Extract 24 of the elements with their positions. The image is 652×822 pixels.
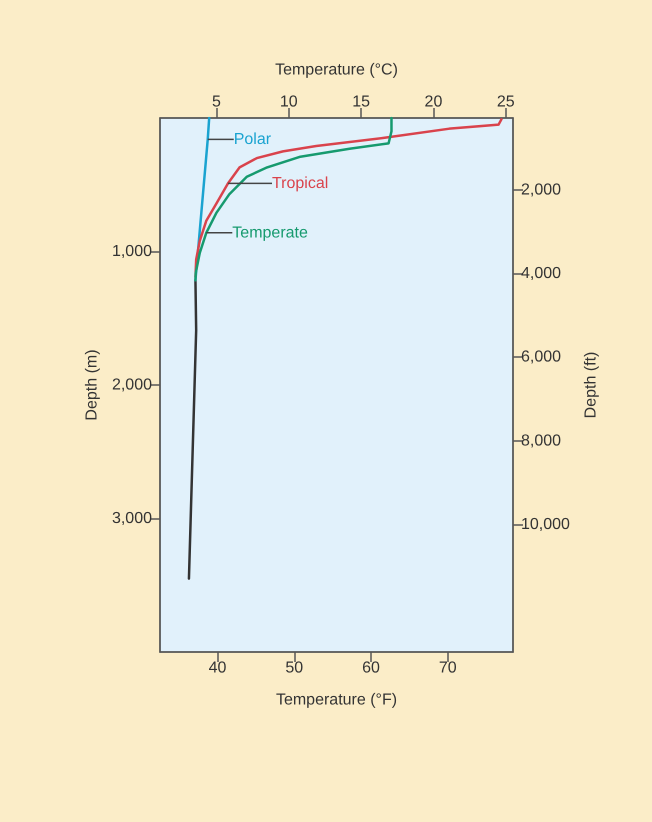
series-label: Temperate bbox=[232, 224, 308, 242]
x-tick-label: 40 bbox=[208, 660, 227, 676]
x2-tick-label: 10 bbox=[280, 94, 298, 110]
series-label: Tropical bbox=[272, 174, 328, 192]
y-tick-label: 1,000 bbox=[112, 243, 152, 260]
y2-tick-label: 8,000 bbox=[521, 432, 562, 450]
x-tick-label: 50 bbox=[285, 660, 304, 676]
x2-tick-label: 5 bbox=[212, 94, 221, 110]
x-tick-label: 70 bbox=[438, 660, 457, 676]
y2-axis-title: Depth (ft) bbox=[582, 352, 600, 418]
x2-tick-label: 20 bbox=[424, 94, 442, 110]
y2-tick-label: 6,000 bbox=[521, 348, 562, 366]
x-axis-title: Temperature (°F) bbox=[276, 692, 398, 708]
y-axis-title: Depth (m) bbox=[84, 349, 100, 421]
x2-axis-title: Temperature (°C) bbox=[275, 62, 398, 78]
x2-tick-label: 15 bbox=[352, 94, 370, 110]
y2-tick-label: 10,000 bbox=[521, 516, 570, 533]
y2-tick-label: 2,000 bbox=[521, 181, 562, 198]
y-tick-label: 2,000 bbox=[112, 376, 152, 394]
y-tick-label: 3,000 bbox=[112, 510, 152, 527]
series-label: Polar bbox=[234, 130, 272, 148]
y2-tick-label: 4,000 bbox=[521, 265, 562, 282]
x-tick-label: 60 bbox=[362, 660, 380, 676]
x2-tick-label: 25 bbox=[496, 94, 515, 110]
